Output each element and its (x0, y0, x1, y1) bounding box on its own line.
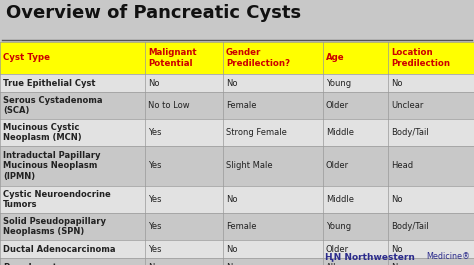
Text: Young: Young (326, 78, 351, 87)
Bar (145, 92, 223, 119)
Text: Body/Tail: Body/Tail (391, 222, 429, 231)
Text: Solid Pseudopapillary
Neoplasms (SPN): Solid Pseudopapillary Neoplasms (SPN) (3, 217, 106, 236)
Text: Older: Older (326, 245, 349, 254)
Bar (323, 186, 388, 213)
Text: No to Low: No to Low (148, 101, 190, 110)
Bar (323, 146, 388, 186)
Bar (223, 74, 323, 92)
Text: Malignant
Potential: Malignant Potential (148, 48, 197, 68)
Bar (223, 42, 323, 74)
Bar (145, 74, 223, 92)
Text: Yes: Yes (148, 245, 162, 254)
Bar (0, 258, 145, 265)
Text: No: No (226, 263, 237, 265)
Bar (388, 240, 474, 258)
Bar (145, 213, 223, 240)
Bar (388, 146, 474, 186)
Bar (145, 42, 223, 74)
Text: No: No (226, 245, 237, 254)
Text: Body/Tail: Body/Tail (391, 128, 429, 137)
Bar (388, 258, 474, 265)
Text: Yes: Yes (148, 195, 162, 204)
Text: Overview of Pancreatic Cysts: Overview of Pancreatic Cysts (6, 4, 301, 22)
Bar (388, 92, 474, 119)
Text: Older: Older (326, 161, 349, 170)
Text: Young: Young (326, 222, 351, 231)
Text: No: No (148, 78, 159, 87)
Text: No: No (226, 78, 237, 87)
Bar (388, 186, 474, 213)
Text: Unclear: Unclear (391, 101, 423, 110)
Bar (145, 240, 223, 258)
Text: Cyst Type: Cyst Type (3, 54, 50, 63)
Bar (0, 240, 145, 258)
Text: Mucinous Cystic
Neoplasm (MCN): Mucinous Cystic Neoplasm (MCN) (3, 123, 82, 142)
Text: ⱧN Northwestern: ⱧN Northwestern (325, 252, 415, 261)
Bar (0, 213, 145, 240)
Text: Age: Age (326, 54, 345, 63)
Text: Head: Head (391, 161, 413, 170)
Text: Location
Predilection: Location Predilection (391, 48, 450, 68)
Bar (0, 119, 145, 146)
Bar (223, 258, 323, 265)
Bar (0, 92, 145, 119)
Bar (145, 119, 223, 146)
Bar (145, 146, 223, 186)
Text: Intraductal Papillary
Mucinous Neoplasm
(IPMN): Intraductal Papillary Mucinous Neoplasm … (3, 151, 100, 181)
Text: No: No (391, 245, 402, 254)
Bar (388, 74, 474, 92)
Bar (0, 74, 145, 92)
Bar (388, 119, 474, 146)
Bar (323, 240, 388, 258)
Bar (145, 186, 223, 213)
Text: Cystic Neuroendocrine
Tumors: Cystic Neuroendocrine Tumors (3, 190, 111, 209)
Text: Strong Female: Strong Female (226, 128, 287, 137)
Text: No: No (391, 195, 402, 204)
Bar (0, 146, 145, 186)
Text: Serous Cystadenoma
(SCA): Serous Cystadenoma (SCA) (3, 96, 102, 115)
Bar (323, 92, 388, 119)
Bar (223, 92, 323, 119)
Text: Middle: Middle (326, 195, 354, 204)
Bar (223, 240, 323, 258)
Text: Yes: Yes (148, 128, 162, 137)
Text: Slight Male: Slight Male (226, 161, 273, 170)
Bar (388, 42, 474, 74)
Bar (223, 213, 323, 240)
Text: Middle: Middle (326, 128, 354, 137)
Text: Pseudocysts: Pseudocysts (3, 263, 62, 265)
Text: Female: Female (226, 101, 256, 110)
Bar (223, 186, 323, 213)
Text: No: No (391, 263, 402, 265)
Bar (388, 213, 474, 240)
Bar (323, 258, 388, 265)
Text: No: No (226, 195, 237, 204)
Text: Medicine®: Medicine® (426, 252, 470, 261)
Bar (223, 146, 323, 186)
Text: All: All (326, 263, 337, 265)
Bar (323, 213, 388, 240)
Text: Gender
Predilection?: Gender Predilection? (226, 48, 290, 68)
Text: No: No (391, 78, 402, 87)
Bar (145, 258, 223, 265)
Bar (323, 119, 388, 146)
Bar (323, 74, 388, 92)
Text: Female: Female (226, 222, 256, 231)
Bar (223, 119, 323, 146)
Text: Older: Older (326, 101, 349, 110)
Bar (0, 42, 145, 74)
Text: True Epithelial Cyst: True Epithelial Cyst (3, 78, 95, 87)
Bar (0, 186, 145, 213)
Text: Yes: Yes (148, 161, 162, 170)
Text: Yes: Yes (148, 222, 162, 231)
Bar (323, 42, 388, 74)
Text: Ductal Adenocarcinoma: Ductal Adenocarcinoma (3, 245, 116, 254)
Text: No: No (148, 263, 159, 265)
